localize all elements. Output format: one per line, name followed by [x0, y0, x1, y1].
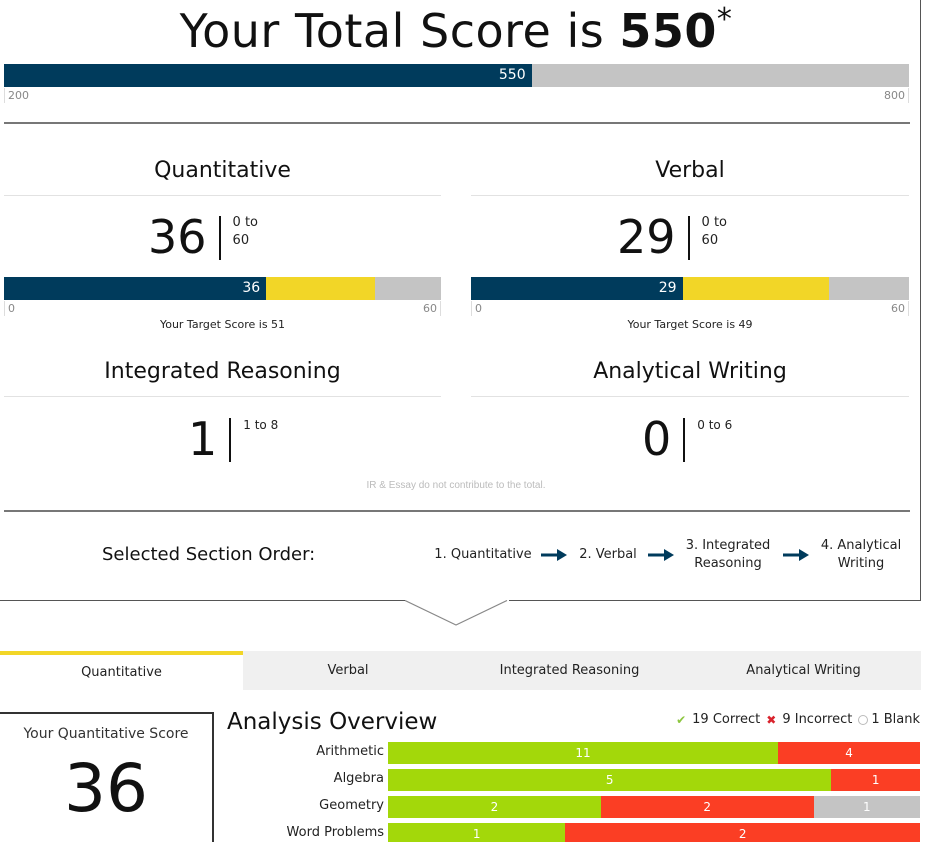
awa-range: 0 to 6 [697, 418, 733, 432]
quant-title: Quantitative [154, 158, 291, 183]
pointer-notch [405, 600, 509, 626]
verbal-title: Verbal [655, 158, 725, 183]
quant-range: 0 to 60 [232, 215, 259, 248]
category-label: Word Problems [286, 825, 384, 840]
ir-title: Integrated Reasoning [104, 359, 341, 384]
score-summary-card: Your Total Score is 550* 550 200 800 Qua… [0, 0, 921, 601]
divider [4, 510, 910, 512]
tab-analytical-writing[interactable]: Analytical Writing [746, 663, 861, 678]
quant-score: 36 [148, 210, 207, 264]
category-label: Geometry [319, 798, 384, 813]
order-step-4: 4. Analytical Writing [820, 538, 902, 571]
asterisk: * [716, 2, 733, 37]
quant-axis: 0 60 [4, 301, 441, 316]
legend-blank: 1 Blank [871, 712, 920, 727]
category-label: Algebra [333, 771, 384, 786]
quant-score-label: Your Quantitative Score [23, 726, 189, 742]
divider [4, 195, 441, 196]
quant-score-box: Your Quantitative Score 36 [0, 712, 214, 842]
segment-incorrect: 2 [600, 796, 814, 818]
axis-min: 200 [8, 89, 29, 102]
divider [4, 396, 441, 397]
verbal-axis: 0 60 [471, 301, 909, 316]
segment-correct: 5 [388, 769, 832, 791]
segment-blank: 1 [813, 796, 920, 818]
tab-integrated-reasoning[interactable]: Integrated Reasoning [499, 663, 640, 678]
quant-bar-label: 36 [242, 280, 261, 296]
score-separator [683, 418, 686, 462]
arrow-right-icon [783, 549, 809, 561]
awa-score: 0 [642, 412, 672, 466]
axis-max: 800 [884, 89, 905, 102]
verbal-score: 29 [617, 210, 676, 264]
quant-target-fill [266, 277, 376, 300]
check-icon: ✔ [676, 712, 687, 727]
arrow-right-icon [541, 549, 567, 561]
segment-incorrect: 2 [565, 823, 920, 842]
segment-correct: 11 [388, 742, 779, 764]
total-score-value: 550 [619, 4, 717, 58]
awa-title: Analytical Writing [593, 359, 787, 384]
axis-max: 60 [423, 302, 437, 315]
total-axis: 200 800 [4, 88, 909, 103]
quant-score-bar: 36 [4, 277, 441, 300]
awa-score-block: 0 0 to 6 [642, 416, 732, 462]
arrow-right-icon [648, 549, 674, 561]
section-order-label: Selected Section Order: [102, 544, 316, 565]
verbal-score-bar: 29 [471, 277, 909, 300]
segment-incorrect: 1 [831, 769, 920, 791]
quant-target-text: Your Target Score is 51 [159, 318, 286, 331]
verbal-range: 0 to 60 [701, 215, 728, 248]
segment-correct: 1 [388, 823, 566, 842]
segment-incorrect: 4 [778, 742, 920, 764]
segment-correct: 2 [388, 796, 601, 818]
divider [471, 195, 909, 196]
divider [471, 396, 909, 397]
total-score-title: Your Total Score is 550* [0, 2, 912, 58]
ir-range: 1 to 8 [243, 418, 279, 432]
results-legend: ✔ 19 Correct ✖ 9 Incorrect 1 Blank [676, 712, 920, 727]
score-separator [218, 216, 221, 260]
ir-score-block: 1 1 to 8 [188, 416, 278, 462]
axis-max: 60 [891, 302, 905, 315]
category-label: Arithmetic [316, 744, 384, 759]
total-title-prefix: Your Total Score is [179, 4, 620, 58]
blank-circle-icon [858, 714, 869, 725]
order-step-2: 2. Verbal [579, 547, 637, 562]
axis-min: 0 [475, 302, 482, 315]
section-tabs: Quantitative Verbal Integrated Reasoning… [0, 651, 921, 690]
total-bar-label: 550 [498, 67, 526, 83]
tab-quantitative[interactable]: Quantitative [0, 651, 243, 690]
axis-min: 0 [8, 302, 15, 315]
verbal-target-fill [682, 277, 829, 300]
category-bar[interactable]: 11 4 [388, 742, 920, 764]
quant-score-value: 36 [64, 750, 148, 827]
analysis-overview-title: Analysis Overview [227, 709, 438, 735]
quant-score-fill: 36 [4, 277, 267, 300]
legend-incorrect: 9 Incorrect [782, 712, 853, 727]
order-step-3: 3. Integrated Reasoning [685, 538, 771, 571]
quant-score-block: 36 0 to 60 [148, 214, 269, 260]
total-score-bar: 550 [4, 64, 909, 87]
cross-icon: ✖ [766, 712, 777, 727]
verbal-bar-label: 29 [658, 280, 677, 296]
legend-correct: 19 Correct [692, 712, 761, 727]
score-separator [687, 216, 690, 260]
verbal-score-fill: 29 [471, 277, 683, 300]
verbal-score-block: 29 0 to 60 [617, 214, 738, 260]
total-score-fill: 550 [4, 64, 532, 87]
score-separator [229, 418, 232, 462]
ir-essay-note: IR & Essay do not contribute to the tota… [366, 480, 546, 491]
order-step-1: 1. Quantitative [434, 547, 532, 562]
ir-score: 1 [188, 412, 218, 466]
verbal-target-text: Your Target Score is 49 [627, 318, 753, 331]
tab-verbal[interactable]: Verbal [327, 663, 369, 678]
divider [4, 122, 910, 124]
